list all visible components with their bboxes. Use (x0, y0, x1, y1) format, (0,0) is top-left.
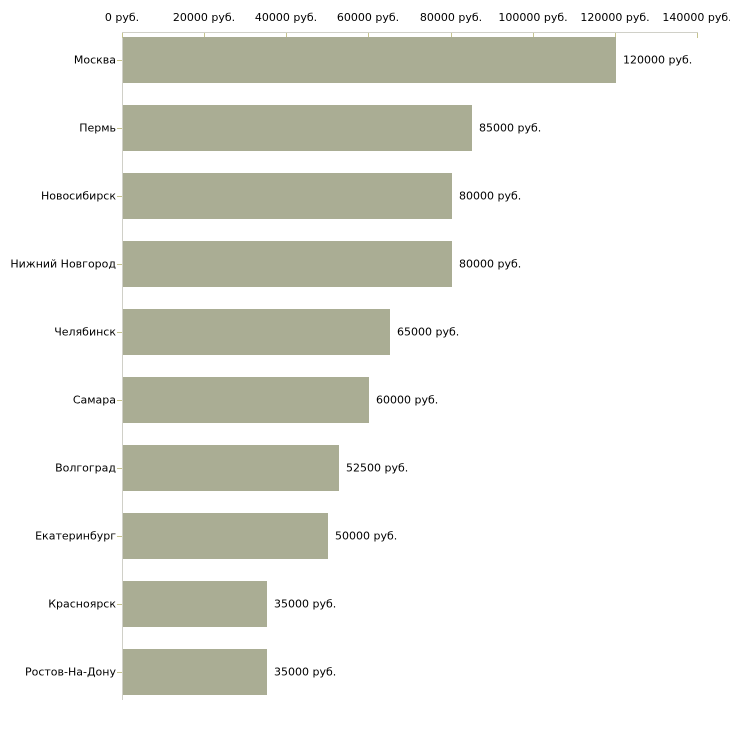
value-label: 80000 руб. (459, 189, 522, 203)
value-label: 50000 руб. (335, 529, 398, 543)
category-label: Пермь (79, 121, 116, 135)
category-label: Москва (73, 53, 116, 67)
category-label: Нижний Новгород (10, 257, 116, 271)
category-label: Волгоград (55, 461, 116, 475)
y-axis-tick (117, 400, 122, 401)
value-label: 120000 руб. (623, 53, 693, 67)
value-label: 35000 руб. (274, 665, 337, 679)
bar (123, 513, 328, 559)
y-axis-tick (117, 536, 122, 537)
x-axis-tick-label: 0 руб. (104, 11, 140, 24)
x-axis-tick-label: 60000 руб. (336, 11, 400, 24)
y-axis-tick (117, 128, 122, 129)
x-axis-tick (204, 33, 205, 38)
x-axis-tick (286, 33, 287, 38)
x-axis-tick (368, 33, 369, 38)
category-label: Челябинск (54, 325, 116, 339)
x-axis-line (122, 32, 698, 33)
value-label: 35000 руб. (274, 597, 337, 611)
category-label: Екатеринбург (35, 529, 116, 543)
bar (123, 581, 267, 627)
y-axis-tick (117, 60, 122, 61)
value-label: 65000 руб. (397, 325, 460, 339)
value-label: 60000 руб. (376, 393, 439, 407)
bar (123, 37, 616, 83)
bar (123, 377, 369, 423)
bar (123, 309, 390, 355)
category-label: Красноярск (48, 597, 116, 611)
x-axis-tick-label: 80000 руб. (419, 11, 483, 24)
y-axis-tick (117, 468, 122, 469)
category-label: Ростов-На-Дону (24, 665, 116, 679)
x-axis-tick-label: 140000 руб. (662, 11, 730, 24)
bar (123, 105, 472, 151)
value-label: 52500 руб. (346, 461, 409, 475)
x-axis-tick (451, 33, 452, 38)
y-axis-line (122, 32, 123, 700)
category-label: Новосибирск (40, 189, 116, 203)
value-label: 85000 руб. (479, 121, 542, 135)
x-axis-tick-label: 20000 руб. (172, 11, 236, 24)
x-axis-tick (697, 33, 698, 38)
value-label: 80000 руб. (459, 257, 522, 271)
bar (123, 241, 452, 287)
y-axis-tick (117, 672, 122, 673)
x-axis-tick-label: 40000 руб. (254, 11, 318, 24)
bar (123, 445, 339, 491)
x-axis-tick (122, 33, 123, 38)
bar (123, 173, 452, 219)
y-axis-tick (117, 332, 122, 333)
x-axis-tick (533, 33, 534, 38)
x-axis-tick-label: 100000 руб. (498, 11, 568, 24)
x-axis-tick-label: 120000 руб. (580, 11, 650, 24)
y-axis-tick (117, 196, 122, 197)
y-axis-tick (117, 264, 122, 265)
x-axis-tick (615, 33, 616, 38)
bar (123, 649, 267, 695)
y-axis-tick (117, 604, 122, 605)
category-label: Самара (72, 393, 116, 407)
